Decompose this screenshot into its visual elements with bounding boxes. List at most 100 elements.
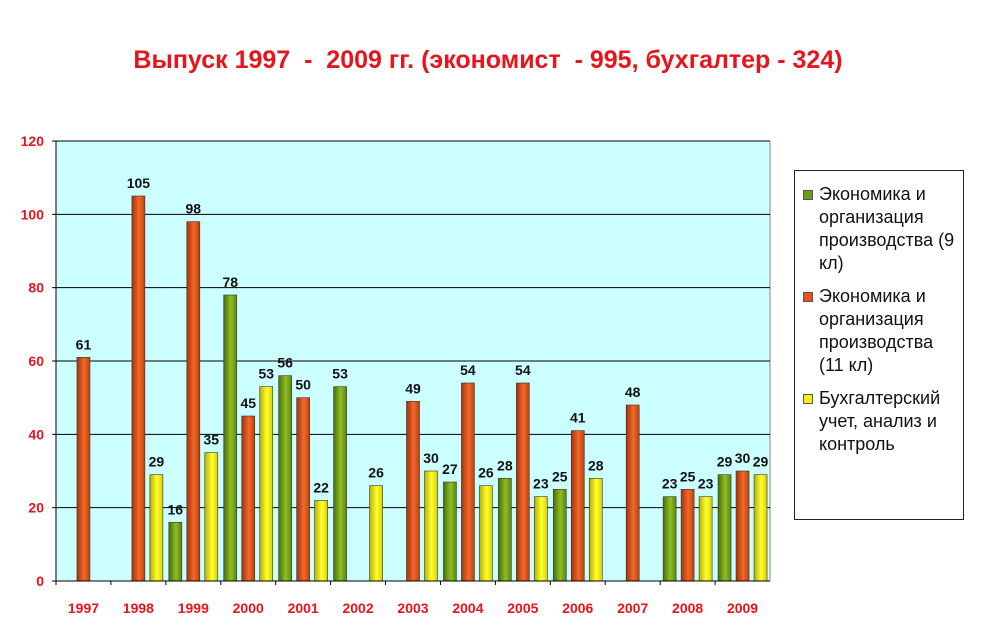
bar: [241, 415, 256, 582]
legend-swatch-econ-11: [803, 292, 813, 302]
bar: [223, 294, 238, 582]
bar: [168, 522, 183, 582]
data-label: 26: [368, 465, 384, 481]
bar: [461, 382, 475, 582]
x-tick-label: 2003: [397, 600, 428, 616]
legend-item-econ-11: Экономика и организация производства (11…: [803, 285, 959, 377]
bar: [735, 470, 750, 582]
x-tick-label: 2005: [507, 600, 538, 616]
x-tick-label: 2004: [452, 600, 483, 616]
data-label: 54: [460, 362, 476, 378]
bar: [498, 478, 512, 582]
x-tick-label: 2007: [617, 600, 648, 616]
legend-swatch-econ-9: [803, 190, 813, 200]
data-label: 35: [204, 432, 220, 448]
data-label: 29: [717, 454, 733, 470]
data-label: 49: [405, 380, 421, 396]
bar: [278, 375, 292, 582]
data-label: 56: [277, 355, 293, 371]
data-label: 105: [127, 175, 151, 191]
data-label: 23: [662, 476, 678, 492]
data-label: 26: [478, 465, 494, 481]
x-tick-label: 2002: [342, 600, 373, 616]
bar: [588, 478, 603, 582]
bar: [259, 386, 274, 582]
data-label: 45: [240, 395, 256, 411]
bar: [314, 500, 328, 582]
bar: [76, 357, 91, 582]
bar: [443, 481, 457, 582]
data-label: 25: [552, 468, 568, 484]
y-tick-label: 60: [28, 353, 44, 369]
bar: [534, 496, 548, 582]
data-label: 22: [313, 479, 329, 495]
bar: [570, 430, 585, 582]
x-tick-label: 2000: [233, 600, 264, 616]
y-tick-label: 80: [28, 280, 44, 296]
bar: [662, 496, 677, 582]
data-label: 78: [222, 274, 238, 290]
y-tick-label: 100: [21, 206, 45, 222]
y-tick-label: 120: [21, 133, 45, 149]
data-label: 48: [625, 384, 641, 400]
bar: [552, 489, 567, 582]
x-tick-label: 2006: [562, 600, 593, 616]
data-label: 98: [186, 201, 202, 217]
x-tick-label: 2001: [288, 600, 319, 616]
data-label: 23: [698, 476, 714, 492]
x-tick-label: 1998: [123, 600, 154, 616]
bar: [131, 195, 146, 582]
x-tick-label: 2009: [727, 600, 758, 616]
bar: [333, 386, 347, 582]
legend-swatch-accounting: [803, 394, 813, 404]
data-label: 54: [515, 362, 531, 378]
legend-label-accounting: Бухгалтерский учет, анализ и контроль: [819, 388, 941, 454]
x-tick-label: 2008: [672, 600, 703, 616]
bars: [76, 195, 768, 582]
data-label: 28: [497, 457, 513, 473]
data-label: 23: [533, 476, 549, 492]
axes: 0 20 40 60 80 100 120 1997 1998 1999 2000 2001 2002 2…: [21, 133, 770, 616]
legend-label-econ-9: Экономика и организация производства (9 …: [819, 184, 955, 273]
data-label: 25: [680, 468, 696, 484]
bar: [717, 474, 732, 582]
legend: Экономика и организация производства (9 …: [794, 170, 964, 520]
data-label: 53: [332, 366, 348, 382]
data-label: 30: [423, 450, 439, 466]
bar: [516, 382, 530, 582]
bar: [698, 496, 713, 582]
bar: [406, 401, 420, 582]
gridlines: [56, 140, 770, 509]
chart-title: Выпуск 1997 - 2009 гг. (экономист - 995,…: [133, 46, 843, 74]
data-label: 61: [76, 336, 92, 352]
y-tick-label: 0: [36, 573, 44, 589]
y-tick-label: 20: [28, 500, 44, 516]
x-tick-label: 1999: [178, 600, 209, 616]
bar: [680, 489, 695, 582]
legend-item-econ-9: Экономика и организация производства (9 …: [803, 183, 959, 275]
data-label: 28: [588, 457, 604, 473]
y-tick-label: 40: [28, 426, 44, 442]
bar: [479, 485, 493, 582]
bar: [753, 474, 768, 582]
bar: [424, 470, 438, 582]
data-label: 29: [149, 454, 165, 470]
bar: [149, 474, 164, 582]
legend-label-econ-11: Экономика и организация производства (11…: [819, 286, 934, 375]
data-label: 50: [295, 377, 311, 393]
data-label: 16: [168, 501, 184, 517]
bar: [625, 404, 640, 582]
data-label: 53: [258, 366, 274, 382]
legend-item-accounting: Бухгалтерский учет, анализ и контроль: [803, 387, 959, 456]
data-label: 41: [570, 410, 586, 426]
data-label: 30: [735, 450, 751, 466]
bar: [369, 485, 383, 582]
x-tick-label: 1997: [68, 600, 99, 616]
bar: [296, 397, 310, 582]
bar: [204, 452, 219, 582]
bar: [186, 221, 201, 582]
data-label: 29: [753, 454, 769, 470]
data-label: 27: [442, 461, 458, 477]
